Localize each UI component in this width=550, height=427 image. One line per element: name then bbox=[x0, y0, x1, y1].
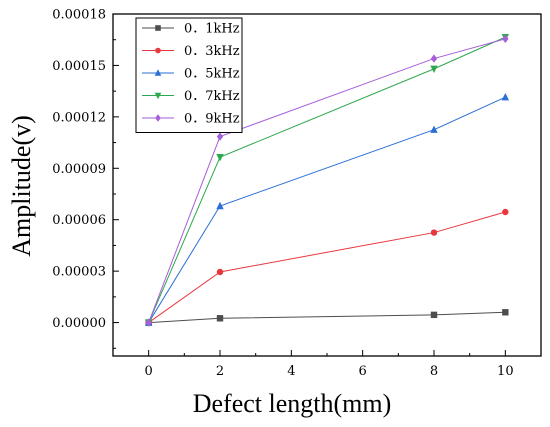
y-axis-title: Amplitude(v) bbox=[7, 115, 36, 257]
legend-marker bbox=[155, 47, 161, 54]
y-tick-label: 0.00012 bbox=[52, 110, 106, 125]
y-tick-label: 0.00003 bbox=[52, 265, 106, 280]
x-axis-title: Defect length(mm) bbox=[193, 389, 392, 418]
x-tick-label: 0 bbox=[145, 364, 153, 379]
data-point bbox=[502, 208, 509, 216]
data-point bbox=[430, 229, 438, 236]
data-point bbox=[430, 54, 438, 63]
y-tick-label: 0.00006 bbox=[52, 213, 106, 228]
series-line bbox=[148, 38, 506, 323]
legend-label: 0．7kHz bbox=[184, 89, 240, 104]
data-point bbox=[502, 34, 509, 44]
x-tick-label: 6 bbox=[359, 364, 367, 379]
data-point bbox=[430, 311, 438, 319]
legend-marker bbox=[154, 69, 162, 76]
series-0 bbox=[145, 309, 509, 326]
series-4 bbox=[145, 34, 509, 327]
legend-item: 0．9kHz bbox=[142, 112, 240, 127]
data-point bbox=[216, 268, 224, 276]
data-point bbox=[430, 125, 438, 133]
series-line bbox=[148, 311, 506, 324]
legend-item: 0．3kHz bbox=[142, 44, 240, 59]
data-point bbox=[216, 153, 224, 162]
legend-label: 0．3kHz bbox=[184, 44, 240, 59]
data-point bbox=[216, 132, 224, 141]
y-tick-label: 0.00015 bbox=[52, 59, 106, 74]
legend-label: 0．9kHz bbox=[184, 112, 240, 127]
data-point bbox=[216, 201, 224, 210]
legend-item: 0．1kHz bbox=[142, 22, 240, 37]
legend-box bbox=[135, 17, 243, 133]
series-line bbox=[148, 96, 506, 323]
series-layer bbox=[144, 33, 510, 327]
x-tick-label: 10 bbox=[497, 364, 514, 379]
legend-item: 0．7kHz bbox=[142, 89, 240, 104]
series-1 bbox=[145, 208, 509, 326]
y-tick-label: 0.00000 bbox=[52, 316, 106, 331]
data-point bbox=[430, 65, 438, 74]
y-tick-label: 0.00018 bbox=[52, 8, 106, 23]
legend: 0．1kHz 0．3kHz 0．5kHz 0．7kHz 0．9kHz bbox=[135, 17, 243, 133]
data-point bbox=[216, 315, 224, 322]
legend-label: 0．5kHz bbox=[184, 67, 240, 82]
x-tick-label: 8 bbox=[430, 364, 438, 379]
series-line bbox=[148, 36, 506, 323]
x-axis: 0 2 4 6 8 10 bbox=[112, 350, 542, 379]
legend-item: 0．5kHz bbox=[142, 67, 240, 82]
legend-label: 0．1kHz bbox=[184, 22, 240, 37]
legend-marker bbox=[155, 25, 161, 31]
legend-marker bbox=[155, 114, 161, 122]
y-tick-label: 0.00009 bbox=[52, 162, 106, 177]
data-point bbox=[501, 92, 510, 101]
x-tick-label: 4 bbox=[287, 364, 295, 379]
y-axis: 0.00000 0.00003 0.00006 0.00009 0.00012 0.000… bbox=[52, 8, 119, 349]
x-tick-label: 2 bbox=[216, 364, 224, 379]
data-point bbox=[145, 318, 152, 327]
series-line bbox=[148, 211, 506, 323]
data-point bbox=[502, 309, 509, 316]
legend-marker bbox=[154, 92, 162, 100]
